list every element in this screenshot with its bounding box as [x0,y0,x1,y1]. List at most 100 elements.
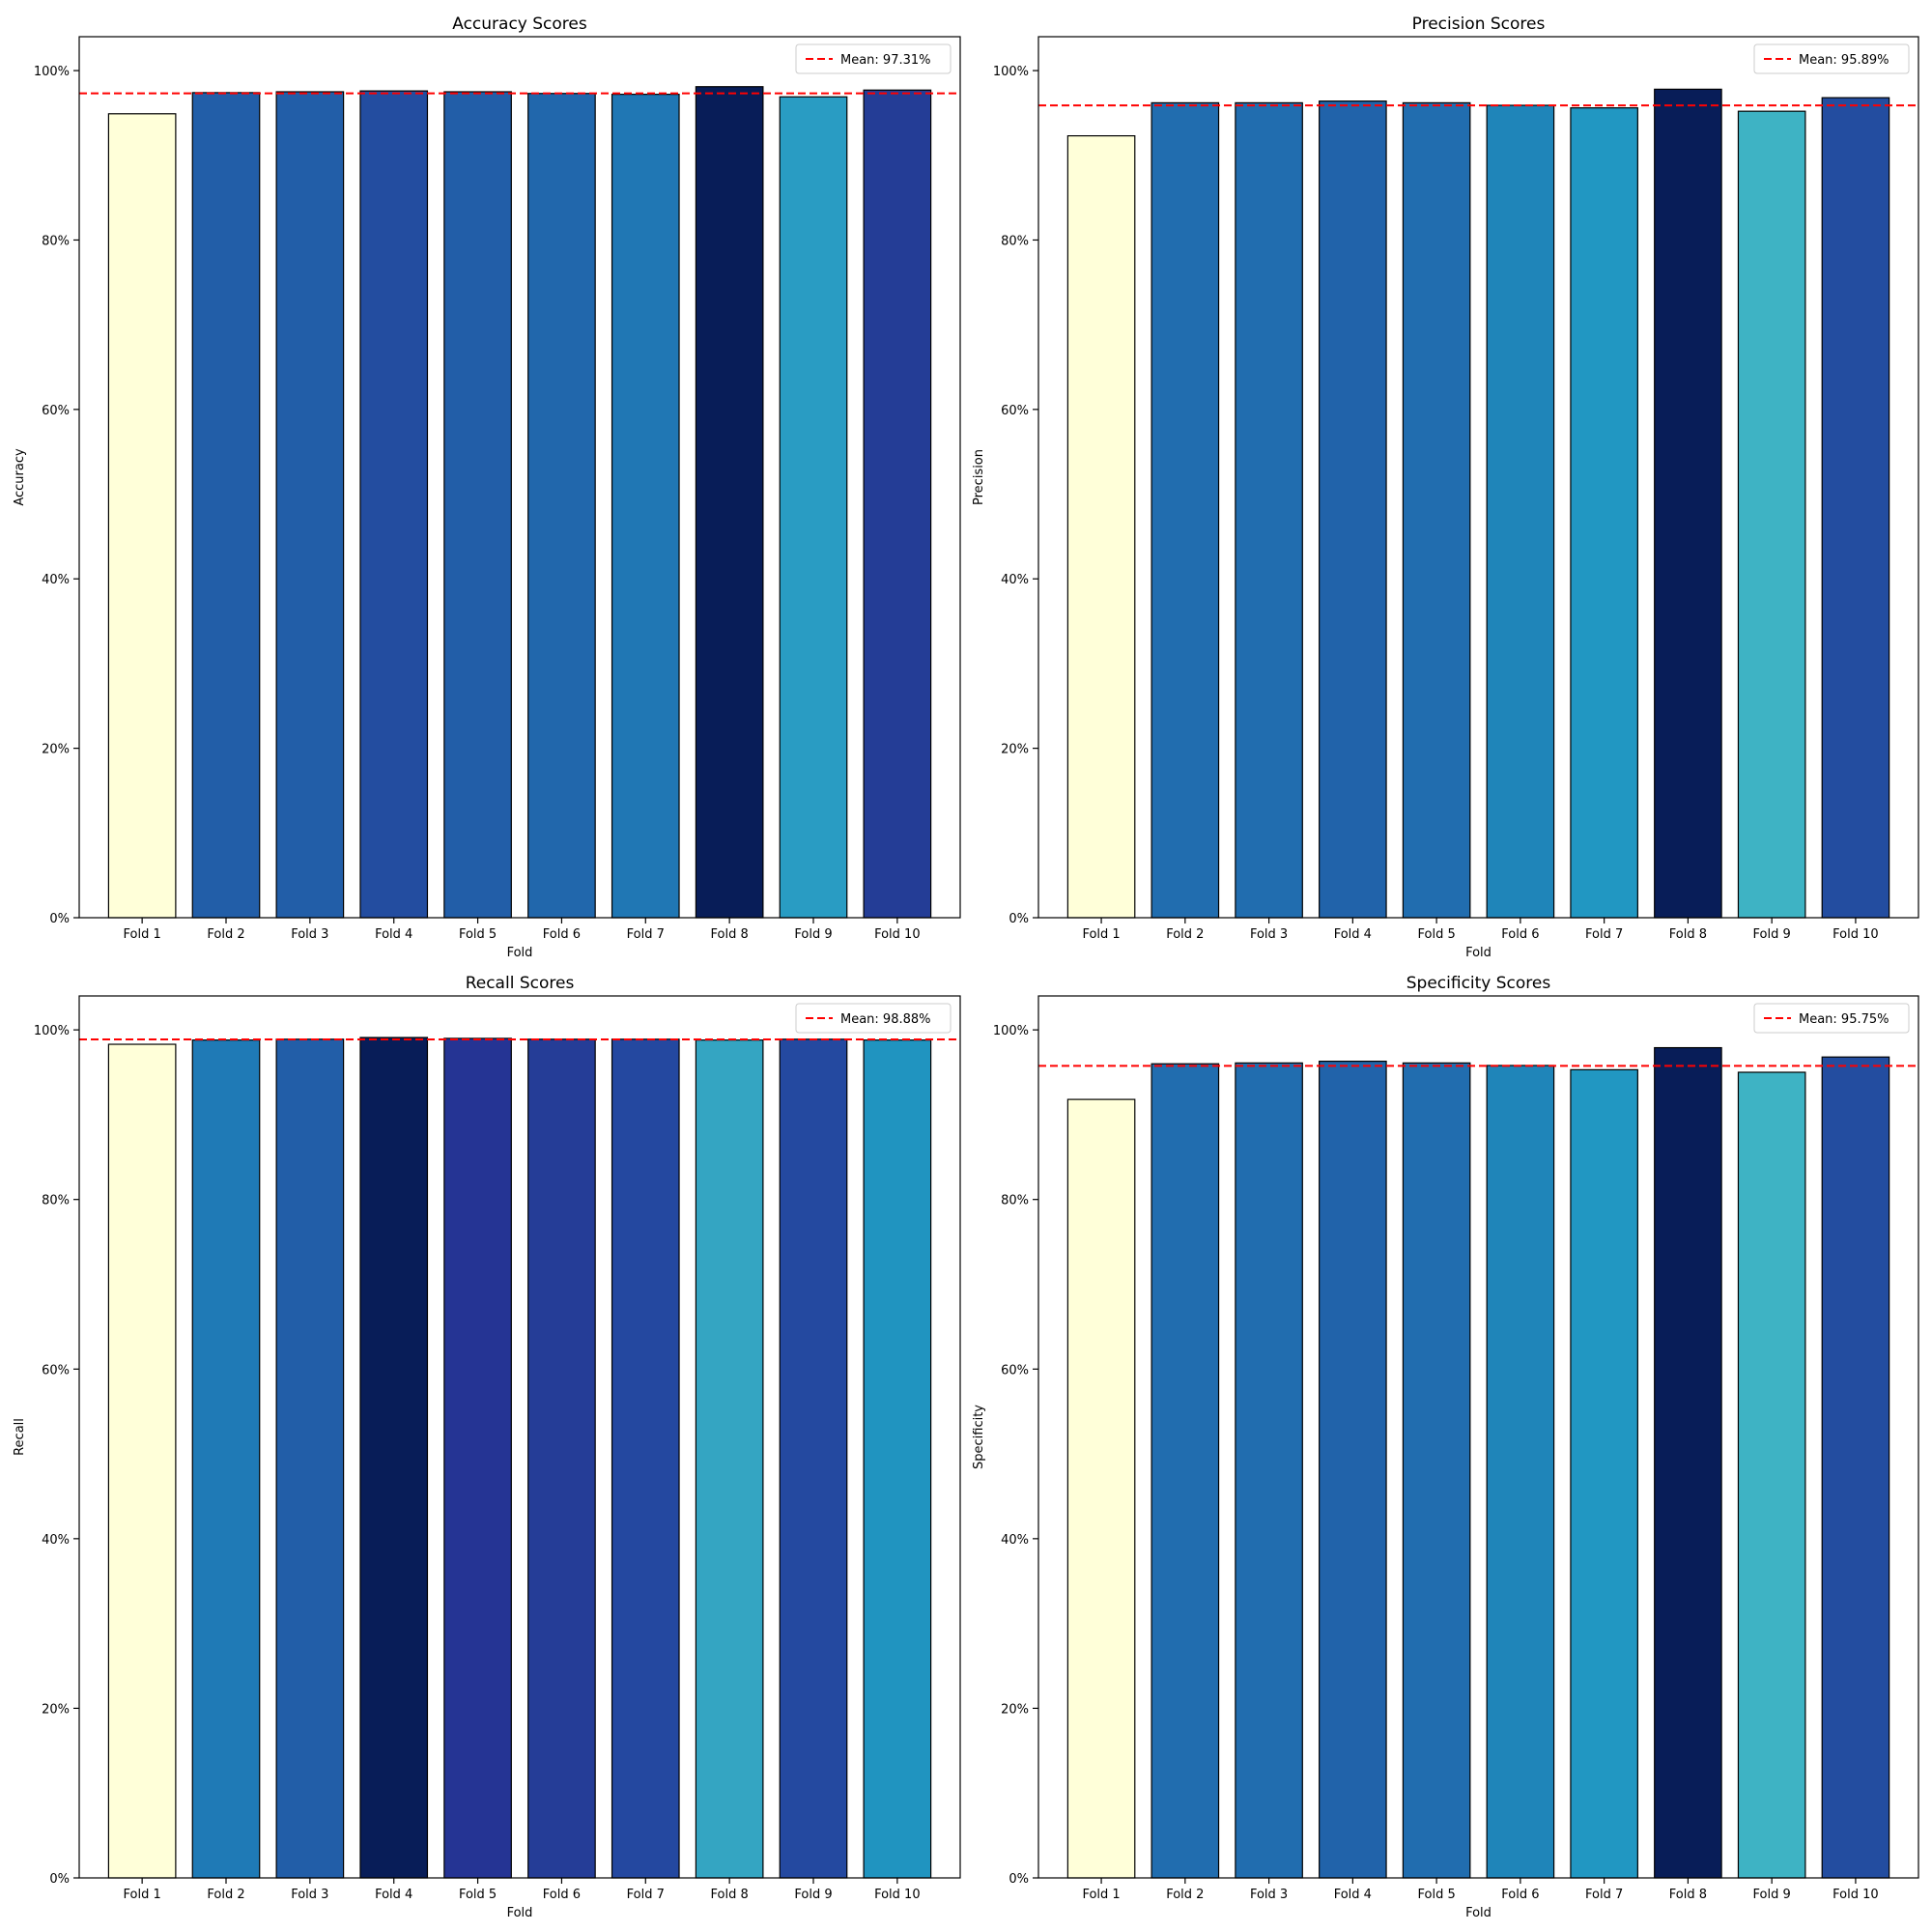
x-axis-label: Fold [1465,946,1492,960]
bar [611,1038,680,1879]
bar [1570,107,1638,919]
x-tick-label: Fold 6 [1501,927,1539,942]
y-tick-label: 20% [42,743,70,757]
bar [1486,1065,1555,1879]
x-tick-label: Fold 10 [874,927,921,942]
y-tick-label: 80% [42,1194,70,1208]
y-tick-label: 0% [49,1872,70,1887]
bar [695,86,764,919]
bar [275,91,345,919]
bar [1654,1046,1722,1879]
chart-title: Precision Scores [1412,14,1546,34]
x-tick-label: Fold 7 [1585,1888,1623,1902]
chart-panel: Recall Scores 0% 20% 40% 60% 80% 100% Fold 1 Fol… [13,974,961,1920]
x-tick-label: Fold 1 [124,1888,161,1902]
x-tick-label: Fold 10 [874,1888,921,1902]
y-tick-label: 40% [1001,573,1029,587]
x-tick-label: Fold 7 [627,1888,665,1902]
legend-label: Mean: 97.31% [840,53,931,68]
x-tick-label: Fold 10 [1833,1888,1879,1902]
y-tick-label: 0% [1009,912,1029,926]
bar [527,1038,596,1879]
x-tick-label: Fold 7 [1585,927,1623,942]
legend-label: Mean: 98.88% [840,1012,931,1027]
x-tick-label: Fold 1 [1082,927,1120,942]
y-tick-label: 60% [1001,404,1029,418]
y-tick-label: 40% [42,1533,70,1548]
bar [1066,1098,1136,1879]
bar [1570,1068,1638,1879]
bar [443,1037,512,1879]
x-tick-label: Fold 8 [711,927,749,942]
x-tick-label: Fold 5 [1417,927,1455,942]
x-tick-label: Fold 6 [543,1888,581,1902]
bar [107,1043,177,1879]
x-tick-label: Fold 8 [1669,927,1707,942]
bar [1319,100,1387,919]
x-tick-label: Fold 4 [1334,927,1372,942]
legend-box [1753,1003,1910,1034]
bar [527,93,596,919]
x-tick-label: Fold 9 [1753,927,1791,942]
bar [107,113,177,919]
x-tick-label: Fold 6 [543,927,581,942]
bar [779,96,848,919]
x-tick-label: Fold 9 [1753,1888,1791,1902]
bar [1151,1063,1220,1879]
y-tick-label: 40% [42,573,70,587]
x-axis-label: Fold [507,1906,533,1920]
y-tick-label: 60% [42,404,70,418]
y-tick-label: 60% [42,1363,70,1378]
axes-frame [1037,36,1919,919]
x-tick-label: Fold 5 [459,1888,497,1902]
x-tick-label: Fold 4 [1334,1888,1372,1902]
y-tick-label: 20% [42,1702,70,1717]
bar [779,1038,848,1879]
bar [1486,104,1555,919]
y-tick-label: 80% [42,234,70,248]
x-tick-label: Fold 6 [1501,1888,1539,1902]
x-tick-label: Fold 3 [1250,1888,1288,1902]
chart-title: Recall Scores [466,974,575,993]
chart-title: Specificity Scores [1406,974,1551,993]
x-tick-label: Fold 3 [291,927,328,942]
bar [1235,1062,1303,1879]
bar [611,94,680,919]
x-tick-label: Fold 1 [124,927,161,942]
chart-panel: Specificity Scores 0% 20% 40% 60% 80% 100% Fold… [972,974,1919,1920]
legend-box [795,1003,952,1034]
y-axis-label: Precision [972,449,986,505]
axes-frame [78,36,961,919]
bar [1066,135,1136,919]
bar [1235,101,1303,919]
bar [1821,1056,1890,1879]
y-tick-label: 0% [1009,1872,1029,1887]
x-axis-label: Fold [1465,1906,1492,1920]
y-tick-label: 100% [34,65,70,79]
y-tick-label: 20% [1001,1702,1029,1717]
bar [695,1039,764,1879]
x-tick-label: Fold 5 [1417,1888,1455,1902]
y-axis-label: Specificity [972,1405,986,1469]
x-axis-label: Fold [507,946,533,960]
bar [863,1039,932,1879]
x-tick-label: Fold 2 [1166,927,1204,942]
y-tick-label: 100% [993,65,1029,79]
y-tick-label: 0% [49,912,70,926]
bar [1821,97,1890,919]
y-tick-label: 100% [34,1024,70,1038]
y-tick-label: 100% [993,1024,1029,1038]
x-tick-label: Fold 2 [207,927,244,942]
bar [191,1039,261,1879]
bar [443,91,512,919]
y-tick-label: 40% [1001,1533,1029,1548]
bar [359,90,429,919]
x-tick-label: Fold 2 [207,1888,244,1902]
x-tick-label: Fold 7 [627,927,665,942]
legend-label: Mean: 95.75% [1799,1012,1889,1027]
legend-label: Mean: 95.89% [1799,53,1889,68]
x-tick-label: Fold 10 [1833,927,1879,942]
bar [1402,1062,1471,1879]
y-axis-label: Accuracy [13,448,27,506]
